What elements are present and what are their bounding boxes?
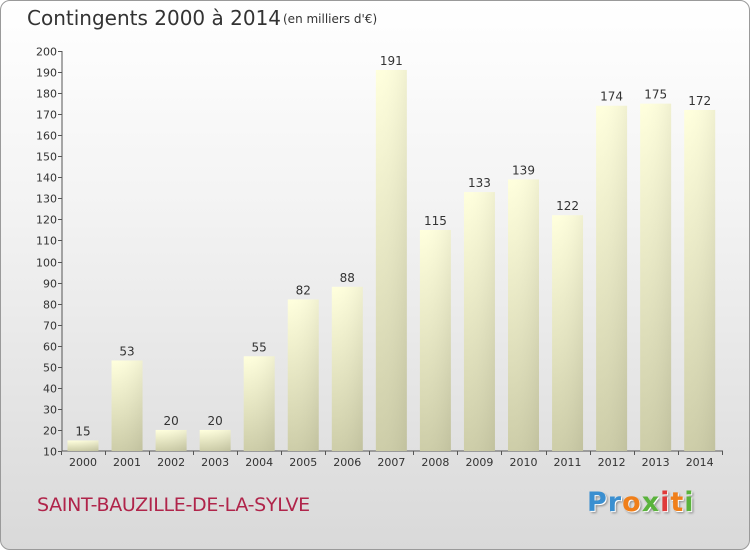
y-tick-label: 70 <box>43 320 57 333</box>
y-tick-label: 40 <box>43 383 57 396</box>
bar-shade <box>331 286 363 451</box>
x-tick-label: 2010 <box>510 456 538 469</box>
bar-shade <box>508 179 539 451</box>
data-label: 122 <box>556 199 579 213</box>
logo-letter: x <box>641 487 661 518</box>
data-label: 20 <box>208 414 223 428</box>
bar-shade <box>287 299 319 451</box>
bar-shade <box>552 215 584 451</box>
y-tick-label: 140 <box>36 172 57 185</box>
data-label: 82 <box>296 283 311 297</box>
bar-shade <box>375 69 407 452</box>
y-tick-label: 130 <box>36 193 57 206</box>
bar-shade <box>463 192 495 452</box>
y-tick-label: 90 <box>43 278 57 291</box>
data-label: 175 <box>644 88 667 102</box>
bar-shade <box>67 440 99 451</box>
data-label: 174 <box>600 90 623 104</box>
data-label: 88 <box>340 271 355 285</box>
chart-title: Contingents 2000 à 2014 <box>27 6 282 30</box>
bar-shade <box>640 103 672 451</box>
commune-name: SAINT-BAUZILLE-DE-LA-SYLVE <box>37 494 310 516</box>
y-tick-label: 110 <box>36 235 57 248</box>
data-label: 133 <box>468 176 491 190</box>
y-tick-label: 60 <box>43 341 57 354</box>
x-tick-label: 2014 <box>686 456 714 469</box>
x-tick-label: 2011 <box>554 456 582 469</box>
x-tick-label: 2005 <box>289 456 317 469</box>
data-label: 115 <box>424 214 447 228</box>
data-label: 139 <box>512 163 535 177</box>
bars <box>67 69 716 452</box>
bar-shade <box>684 109 716 452</box>
x-tick-label: 2007 <box>377 456 405 469</box>
y-tick-label: 200 <box>36 46 57 59</box>
x-tick-label: 2012 <box>598 456 626 469</box>
logo-letter: P <box>587 487 608 518</box>
x-tick-label: 2000 <box>69 456 97 469</box>
y-tick-label: 170 <box>36 109 57 122</box>
x-tick-label: 2001 <box>113 456 141 469</box>
chart-subtitle: (en milliers d'€) <box>283 12 378 26</box>
data-label: 53 <box>119 344 134 358</box>
x-tick-label: 2009 <box>465 456 493 469</box>
bar-shade <box>243 356 275 451</box>
bar-shade <box>199 429 231 451</box>
y-tick-label: 150 <box>36 151 57 164</box>
x-tick-label: 2004 <box>245 456 273 469</box>
x-tick-label: 2003 <box>201 456 229 469</box>
logo-letter: o <box>622 487 642 518</box>
y-tick-label: 160 <box>36 130 57 143</box>
y-tick-label: 80 <box>43 299 57 312</box>
bar-shade <box>419 229 451 451</box>
x-tick-label: 2008 <box>421 456 449 469</box>
axes: 10 20 30 40 50 60 70 80 90 100 110 120 130 140 150 160 1… <box>36 46 723 469</box>
y-tick-label: 190 <box>36 67 57 80</box>
x-tick-label: 2002 <box>157 456 185 469</box>
y-tick-label: 120 <box>36 214 57 227</box>
bar-shade <box>596 105 628 451</box>
y-tick-label: 50 <box>43 362 57 375</box>
x-tick-label: 2013 <box>642 456 670 469</box>
y-tick-label: 10 <box>43 446 57 459</box>
data-label: 191 <box>380 54 403 68</box>
logo-letter: r <box>607 487 623 518</box>
y-tick-label: 180 <box>36 88 57 101</box>
logo-letter: i <box>684 487 695 518</box>
bar-shade <box>155 429 187 451</box>
proxiti-logo[interactable]: Proxiti <box>587 487 695 518</box>
data-label: 55 <box>252 340 267 354</box>
logo-letter: t <box>670 487 685 518</box>
data-label: 15 <box>75 424 90 438</box>
y-tick-label: 20 <box>43 425 57 438</box>
y-tick-label: 100 <box>36 257 57 270</box>
data-label: 172 <box>688 94 711 108</box>
bar-shade <box>111 360 143 451</box>
data-labels: 15 53 20 20 55 82 88 191 115 133 139 122 174 175 172 <box>75 54 711 439</box>
data-label: 20 <box>163 414 178 428</box>
y-tick-label: 30 <box>43 404 57 417</box>
x-tick-label: 2006 <box>333 456 361 469</box>
logo-letter: i <box>660 487 671 518</box>
